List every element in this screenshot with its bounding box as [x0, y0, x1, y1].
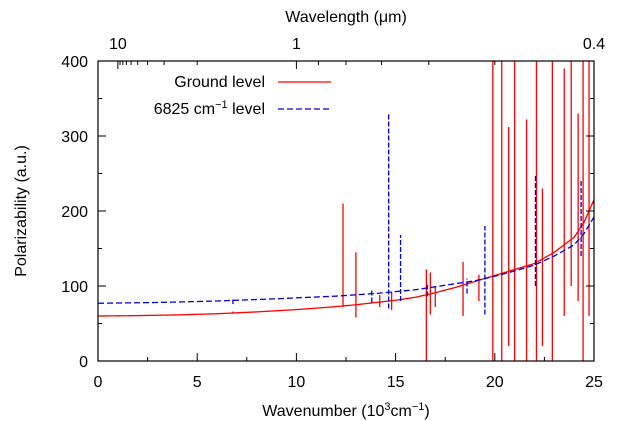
y-axis-title: Polarizability (a.u.) — [13, 145, 30, 277]
x-tick-label-1: 5 — [193, 374, 202, 391]
legend-label-excited: 6825 cm−1 level — [154, 99, 265, 118]
x-tick-label-2: 10 — [288, 374, 306, 391]
y-tick-label-0: 0 — [79, 354, 88, 371]
legend-label-excited-suffix: level — [228, 101, 265, 118]
x-axis-title-sup: 3 — [384, 401, 390, 413]
tick-layer: 0 5 10 15 20 25 0 100 200 300 400 10 1 0.4 — [61, 36, 605, 391]
top-axis-title: Wavelength (μm) — [285, 9, 407, 26]
x-tick-label-5: 25 — [585, 374, 603, 391]
legend-label-ground: Ground level — [174, 74, 265, 91]
x-tick-label-3: 15 — [387, 374, 405, 391]
series-1-line — [97, 216, 595, 304]
series-0-line — [97, 199, 595, 317]
legend-label-excited-sup: −1 — [215, 99, 228, 111]
y-tick-label-3: 300 — [61, 129, 88, 146]
top-tick-label-1: 1 — [292, 36, 301, 53]
x-axis-title-unit: cm — [391, 403, 412, 420]
top-tick-label-2: 0.4 — [583, 36, 605, 53]
x-axis-title-main: Wavenumber (10 — [262, 403, 384, 420]
y-tick-label-1: 100 — [61, 279, 88, 296]
x-tick-label-0: 0 — [94, 374, 103, 391]
x-tick-label-4: 20 — [486, 374, 504, 391]
series-layer — [97, 61, 595, 361]
x-axis-title-end: ) — [424, 403, 429, 420]
top-tick-label-0: 10 — [109, 36, 127, 53]
legend: Ground level 6825 cm−1 level — [154, 74, 331, 118]
x-axis-title: Wavenumber (103cm−1) — [262, 401, 429, 420]
y-tick-label-2: 200 — [61, 204, 88, 221]
x-axis-title-sup2: −1 — [412, 401, 425, 413]
y-tick-label-4: 400 — [61, 54, 88, 71]
legend-label-excited-main: 6825 cm — [154, 101, 215, 118]
